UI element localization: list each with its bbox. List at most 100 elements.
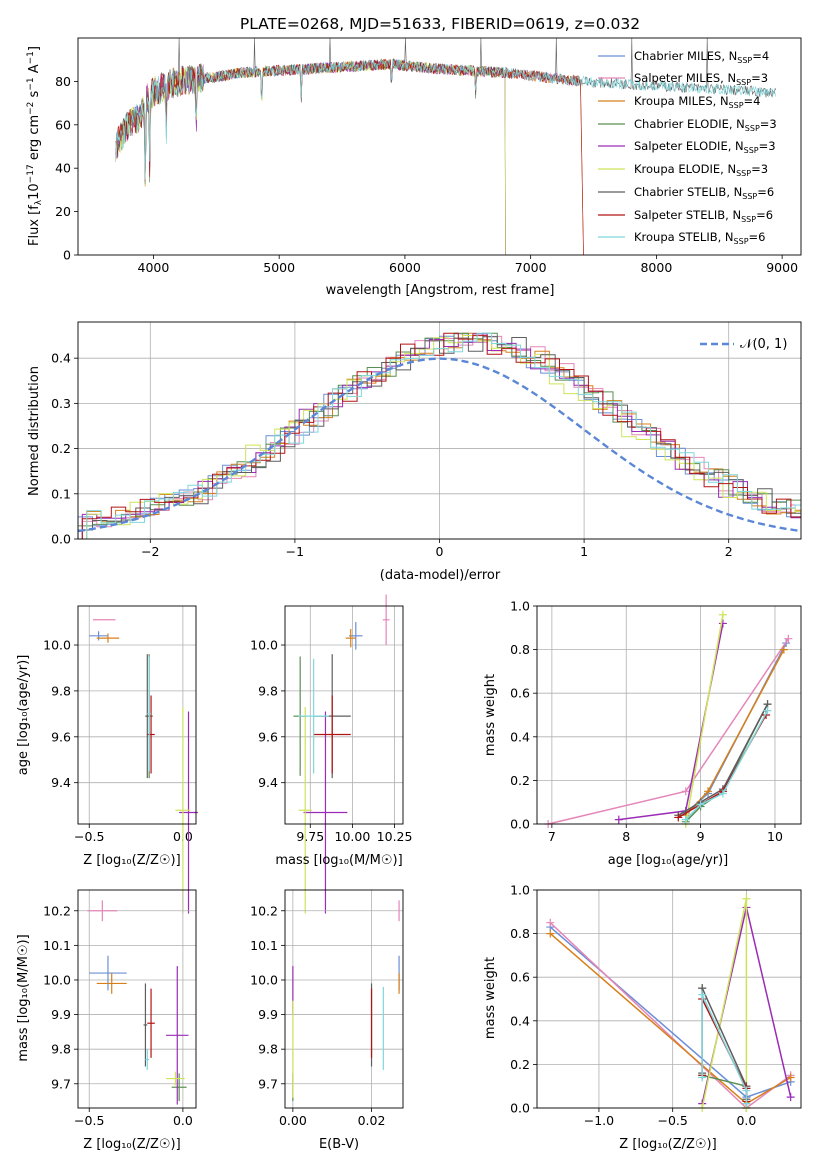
residual-ytick-label-4: 0.4 bbox=[51, 351, 71, 366]
legend-label-5: Kroupa ELODIE, NSSP=3 bbox=[634, 162, 768, 178]
ebv_mass-ytick-label-2: 9.9 bbox=[258, 1007, 278, 1022]
age_weight-marker-8-3 bbox=[763, 706, 772, 715]
z_weight-marker-8-3 bbox=[742, 1099, 751, 1108]
gaussian-curve bbox=[77, 357, 802, 533]
legend-label-2: Kroupa MILES, NSSP=4 bbox=[634, 94, 760, 110]
mass-age-panel: 9.75 10.00 10.25 9.4 9.6 9.8 10.0 bbox=[250, 594, 412, 914]
mass_age-xtick-label-1: 10.00 bbox=[335, 829, 371, 844]
legend-label-1: Salpeter MILES, NSSP=3 bbox=[634, 71, 768, 87]
spectrum-panel: 4000 5000 6000 7000 8000 9000 0 20 40 60 80 bbox=[55, 37, 802, 275]
residual-xtick-label-2: 0 bbox=[436, 544, 444, 559]
age_weight-marker-8-0 bbox=[681, 815, 690, 824]
z_age-ytick-label-0: 9.4 bbox=[51, 775, 71, 790]
age_weight-ytick-label-4: 0.8 bbox=[510, 642, 530, 657]
gaussian-legend-label: 𝒩(0, 1) bbox=[740, 337, 787, 352]
age_weight-marker-7-0 bbox=[674, 813, 683, 822]
residual-ylabel: Normed distribution bbox=[27, 366, 42, 496]
spectrum-ylabel: Flux [fλ10−17 erg cm−2 s−1 A−1] bbox=[26, 46, 44, 246]
residual-histogram-6 bbox=[77, 336, 801, 539]
ebv_mass-ytick-label-3: 10.0 bbox=[250, 972, 278, 987]
spectrum-ytick-label-1: 20 bbox=[55, 204, 71, 219]
z-weight-xlabel: Z [log₁₀(Z/Z☉)] bbox=[619, 1137, 716, 1152]
legend-label-7: Salpeter STELIB, NSSP=6 bbox=[634, 208, 773, 224]
age-weight-xlabel: age [log₁₀(age/yr)] bbox=[608, 853, 729, 868]
z_weight-xtick-label-1: −0.5 bbox=[658, 1113, 688, 1128]
z_age-frame bbox=[77, 605, 197, 825]
z_weight-series-8 bbox=[701, 994, 748, 1104]
age_weight-xtick-label-1: 8 bbox=[622, 829, 630, 844]
mass_age-ytick-label-0: 9.4 bbox=[258, 775, 278, 790]
z-mass-panel: −0.5 0.0 9.7 9.8 9.9 10.0 10.1 10.2 bbox=[43, 889, 197, 1128]
z_mass-ytick-label-3: 10.0 bbox=[43, 972, 71, 987]
residual-xtick-label-3: 1 bbox=[580, 544, 588, 559]
age_weight-series-8 bbox=[685, 710, 769, 821]
z_age-xtick-label-0: −0.5 bbox=[74, 829, 104, 844]
spectrum-frame bbox=[77, 37, 802, 256]
z_mass-ytick-label-0: 9.7 bbox=[51, 1076, 71, 1091]
age_weight-marker-8-2 bbox=[718, 789, 727, 798]
z-weight-panel: −1.0 −0.5 0.0 0.0 0.2 0.4 0.6 0.8 1.0 bbox=[510, 883, 802, 1128]
residual-xtick-label-0: −2 bbox=[141, 544, 159, 559]
age_weight-xtick-label-2: 9 bbox=[697, 829, 705, 844]
residual-xtick-label-4: 2 bbox=[725, 544, 733, 559]
mass_age-frame bbox=[284, 605, 404, 825]
z-mass-xlabel: Z [log₁₀(Z/Z☉)] bbox=[83, 1137, 180, 1152]
z_weight-series-1 bbox=[549, 922, 792, 1109]
residual-panel: −2 −1 0 1 2 0.0 0.1 0.2 0.3 0.4 bbox=[51, 321, 802, 559]
mass_age-ytick-label-3: 10.0 bbox=[250, 638, 278, 653]
residual-xtick-label-1: −1 bbox=[286, 544, 304, 559]
z_weight-ytick-label-1: 0.2 bbox=[510, 1057, 530, 1072]
mass-age-xlabel: mass [log₁₀(M/M☉)] bbox=[275, 853, 402, 868]
spectrum-ytick-label-0: 0 bbox=[63, 248, 71, 263]
ebv_mass-ytick-label-0: 9.7 bbox=[258, 1076, 278, 1091]
spectrum-series-2 bbox=[115, 58, 584, 255]
z-mass-ylabel: mass [log₁₀(M/M☉)] bbox=[16, 934, 31, 1061]
spectrum-ytick-label-3: 60 bbox=[55, 117, 71, 132]
age-weight-ylabel: mass weight bbox=[483, 674, 498, 756]
mass_age-xtick-label-0: 9.75 bbox=[296, 829, 324, 844]
ebv_mass-frame bbox=[284, 889, 404, 1109]
residual-histogram-2 bbox=[86, 332, 801, 539]
age_weight-frame bbox=[536, 605, 802, 825]
age_weight-series-4 bbox=[618, 623, 724, 821]
age_weight-marker-1-1 bbox=[681, 787, 690, 796]
spectrum-legend: Chabrier MILES, NSSP=4 Salpeter MILES, N… bbox=[598, 49, 777, 246]
age_weight-marker-2-1 bbox=[704, 787, 713, 796]
legend-label-4: Salpeter ELODIE, NSSP=3 bbox=[634, 139, 776, 155]
residual-histogram-7 bbox=[81, 332, 801, 539]
ebv-mass-xlabel: E(B-V) bbox=[319, 1137, 359, 1152]
z-age-xlabel: Z [log₁₀(Z/Z☉)] bbox=[83, 853, 180, 868]
residual-histogram-1 bbox=[81, 335, 801, 539]
mass_age-ytick-label-2: 9.8 bbox=[258, 683, 278, 698]
legend-label-6: Chabrier STELIB, NSSP=6 bbox=[634, 185, 774, 201]
figure-title: PLATE=0268, MJD=51633, FIBERID=0619, z=0… bbox=[240, 15, 640, 33]
z-age-panel: −0.5 0.09.49.69.810.0 bbox=[43, 605, 198, 914]
ebv_mass-xtick-label-1: 0.02 bbox=[358, 1113, 386, 1128]
spectrum-xtick-label-3: 7000 bbox=[515, 260, 547, 275]
age_weight-marker-8-1 bbox=[696, 800, 705, 809]
z_weight-xtick-label-0: −1.0 bbox=[584, 1113, 614, 1128]
ebv_mass-ytick-label-1: 9.8 bbox=[258, 1042, 278, 1057]
residual-ytick-label-3: 0.3 bbox=[51, 396, 71, 411]
mass_age-ytick-label-1: 9.6 bbox=[258, 729, 278, 744]
legend-label-8: Kroupa STELIB, NSSP=6 bbox=[634, 230, 765, 246]
z_weight-marker-2-0 bbox=[546, 929, 555, 938]
z_mass-ytick-label-1: 9.8 bbox=[51, 1042, 71, 1057]
z_age-ytick-label-2: 9.8 bbox=[51, 683, 71, 698]
residual-ytick-label-0: 0.0 bbox=[51, 532, 71, 547]
residual-histogram-4 bbox=[81, 333, 801, 539]
spectrum-ytick-label-2: 40 bbox=[55, 161, 71, 176]
z_weight-marker-2-2 bbox=[786, 1073, 795, 1082]
spectrum-ytick-label-4: 80 bbox=[55, 74, 71, 89]
z_mass-xtick-label-0: −0.5 bbox=[74, 1113, 104, 1128]
z-weight-ylabel: mass weight bbox=[483, 957, 498, 1039]
z_mass-frame bbox=[77, 889, 197, 1109]
age_weight-ytick-label-5: 1.0 bbox=[510, 599, 530, 614]
age_weight-ytick-label-1: 0.2 bbox=[510, 773, 530, 788]
legend-label-0: Chabrier MILES, NSSP=4 bbox=[634, 49, 769, 65]
age_weight-series-6 bbox=[677, 703, 769, 816]
z_weight-ytick-label-2: 0.4 bbox=[510, 1013, 530, 1028]
age_weight-ytick-label-0: 0.0 bbox=[510, 817, 530, 832]
z_weight-marker-8-1 bbox=[698, 990, 707, 999]
z-age-ylabel: age [log₁₀(age/yr)] bbox=[16, 655, 31, 776]
